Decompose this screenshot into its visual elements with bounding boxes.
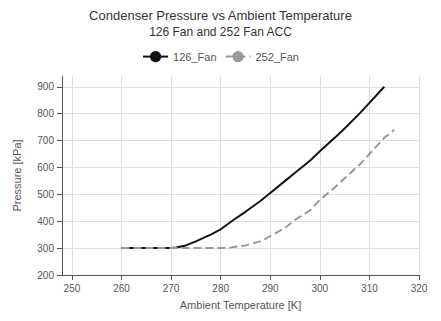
svg-text:252_Fan: 252_Fan (256, 51, 299, 63)
svg-text:400: 400 (37, 216, 54, 227)
svg-text:290: 290 (262, 283, 279, 294)
svg-text:260: 260 (113, 283, 130, 294)
svg-text:126_Fan: 126_Fan (173, 51, 216, 63)
svg-text:300: 300 (311, 283, 328, 294)
svg-text:Pressure [kPa]: Pressure [kPa] (11, 139, 23, 211)
svg-text:500: 500 (37, 189, 54, 200)
svg-text:310: 310 (361, 283, 378, 294)
svg-text:200: 200 (37, 270, 54, 281)
svg-text:700: 700 (37, 135, 54, 146)
svg-text:900: 900 (37, 81, 54, 92)
svg-text:300: 300 (37, 243, 54, 254)
svg-text:250: 250 (64, 283, 81, 294)
svg-text:800: 800 (37, 108, 54, 119)
svg-text:600: 600 (37, 162, 54, 173)
svg-text:Condenser Pressure vs Ambient: Condenser Pressure vs Ambient Temperatur… (89, 8, 352, 23)
svg-text:270: 270 (163, 283, 180, 294)
svg-text:Ambient Temperature [K]: Ambient Temperature [K] (180, 299, 301, 311)
svg-text:126 Fan and 252 Fan ACC: 126 Fan and 252 Fan ACC (149, 25, 292, 39)
svg-text:280: 280 (212, 283, 229, 294)
svg-text:320: 320 (411, 283, 428, 294)
